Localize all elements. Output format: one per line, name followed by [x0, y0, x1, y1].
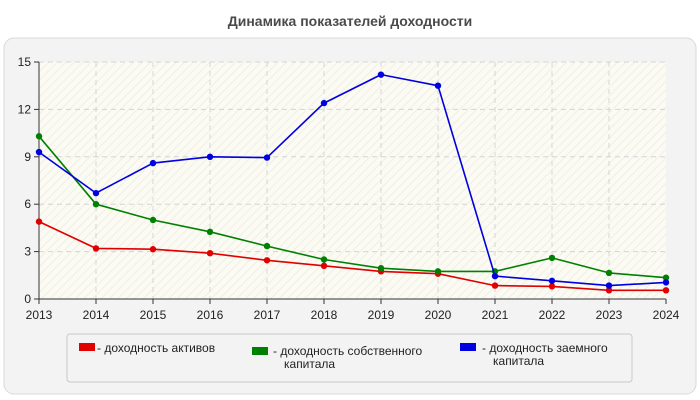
data-point — [149, 246, 157, 253]
grid-lines — [39, 61, 666, 299]
data-point — [605, 269, 613, 277]
data-point — [263, 242, 271, 250]
data-point — [377, 264, 385, 272]
legend-label: - доходность собственного капитала — [273, 344, 423, 371]
legend-item: - доходность активов — [79, 341, 215, 355]
data-point — [662, 287, 670, 294]
y-tick-label: 15 — [18, 55, 32, 69]
series-2 — [35, 71, 670, 289]
data-point — [548, 277, 556, 285]
legend-swatch — [79, 343, 95, 351]
data-point — [206, 153, 214, 160]
data-point — [434, 268, 442, 275]
data-point — [491, 282, 499, 289]
legend-label: - доходность заемного капитала — [482, 341, 608, 368]
data-point — [263, 154, 271, 161]
series-layer — [35, 71, 670, 294]
data-point — [35, 218, 43, 225]
y-tick-label: 3 — [24, 245, 31, 259]
y-tick-label: 9 — [24, 150, 31, 164]
data-point — [320, 256, 328, 263]
data-point — [434, 82, 442, 89]
x-tick-label: 2017 — [254, 308, 281, 322]
x-tick-label: 2022 — [539, 308, 566, 322]
series-line — [38, 220, 666, 292]
data-point — [491, 272, 499, 280]
data-point — [377, 71, 385, 78]
x-tick-label: 2014 — [83, 308, 110, 322]
x-tick-label: 2018 — [311, 308, 338, 322]
series-line — [38, 73, 667, 287]
legend-swatch — [460, 343, 476, 351]
y-tick-label: 0 — [24, 292, 31, 306]
data-point — [92, 189, 100, 197]
y-tick-label: 6 — [24, 197, 31, 211]
plot-area — [39, 62, 666, 299]
x-tick-label: 2023 — [596, 308, 623, 322]
legend-item: - доходность заемного капитала — [460, 341, 608, 368]
data-point — [206, 249, 214, 257]
data-point — [605, 287, 613, 294]
legend-box — [66, 333, 633, 383]
x-tick-label: 2015 — [140, 308, 167, 322]
data-point — [548, 283, 556, 290]
series-line — [38, 135, 667, 279]
x-tick-label: 2013 — [26, 308, 53, 322]
y-tick-label: 12 — [18, 102, 32, 116]
x-tick-label: 2020 — [425, 308, 452, 322]
data-point — [548, 254, 556, 262]
x-tick-label: 2016 — [197, 308, 224, 322]
data-point — [35, 133, 43, 140]
x-tick-label: 2024 — [653, 308, 680, 322]
x-tick-label: 2021 — [482, 308, 509, 322]
legend-label: - доходность активов — [97, 341, 215, 355]
data-point — [263, 257, 271, 264]
x-tick-label: 2019 — [368, 308, 395, 322]
data-point — [605, 282, 613, 289]
data-point — [662, 279, 670, 286]
data-point — [320, 262, 328, 270]
data-point — [149, 159, 157, 167]
data-point — [206, 228, 214, 236]
x-tick-labels: 2013 2014 2015 2016 2017 2018 2019 2020 2021 2022… — [26, 308, 680, 322]
legend-item: - доходность собственного капитала — [252, 344, 423, 371]
data-point — [92, 201, 100, 208]
chart-title: Динамика показателей доходности — [228, 13, 473, 29]
axes — [34, 61, 667, 304]
data-point — [149, 216, 157, 224]
y-tick-labels: 0 3 6 9 12 15 — [18, 55, 32, 306]
legend-swatch — [252, 347, 268, 355]
data-point — [92, 245, 100, 252]
data-point — [662, 274, 670, 281]
legend: - доходность активов - доходность собстве… — [66, 333, 633, 383]
data-point — [320, 99, 328, 107]
data-point — [35, 148, 43, 156]
